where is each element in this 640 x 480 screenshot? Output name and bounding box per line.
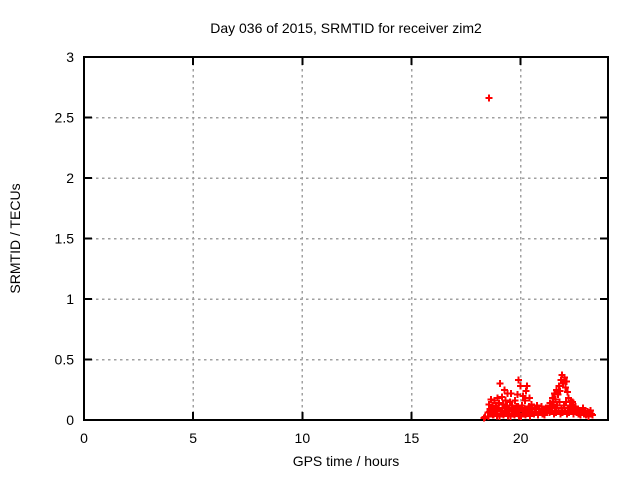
data-point <box>507 389 515 397</box>
data-point <box>521 397 529 405</box>
data-point <box>495 399 503 407</box>
data-point <box>506 398 514 406</box>
y-tick-label: 2 <box>66 170 74 186</box>
data-point <box>537 403 545 411</box>
data-point <box>511 397 519 405</box>
data-point <box>562 398 570 406</box>
y-tick-label: 2.5 <box>55 110 75 126</box>
data-point <box>555 382 563 390</box>
y-tick-label: 0 <box>66 412 74 428</box>
data-point <box>569 398 577 406</box>
data-point <box>517 382 525 390</box>
y-tick-label: 3 <box>66 49 74 65</box>
y-tick-label: 1 <box>66 291 74 307</box>
data-point <box>571 404 579 412</box>
data-point <box>566 401 574 409</box>
chart-title: Day 036 of 2015, SRMTID for receiver zim… <box>210 20 482 36</box>
data-point <box>561 383 569 391</box>
data-point <box>522 387 530 395</box>
data-point <box>533 401 541 409</box>
x-tick-label: 20 <box>513 430 529 446</box>
data-point <box>494 394 502 402</box>
data-point <box>519 392 527 400</box>
data-point <box>496 380 504 388</box>
data-point <box>553 401 561 409</box>
data-point <box>560 401 568 409</box>
x-axis-label: GPS time / hours <box>293 453 400 469</box>
data-point <box>498 393 506 401</box>
data-point <box>525 394 533 402</box>
data-point <box>526 412 534 420</box>
y-tick-label: 1.5 <box>55 231 75 247</box>
x-tick-label: 5 <box>189 430 197 446</box>
data-point <box>514 376 522 384</box>
data-point <box>501 397 509 405</box>
data-point <box>588 410 596 418</box>
x-tick-label: 10 <box>295 430 311 446</box>
outlier-point <box>485 94 493 102</box>
data-point <box>549 398 557 406</box>
data-point <box>564 388 572 396</box>
y-axis-label: SRMTID / TECUs <box>7 183 23 293</box>
data-point <box>554 391 562 399</box>
data-point <box>523 382 531 390</box>
x-tick-label: 0 <box>80 430 88 446</box>
data-point <box>563 377 571 385</box>
data-point <box>500 386 508 394</box>
data-point <box>527 405 535 413</box>
y-tick-label: 0.5 <box>55 352 75 368</box>
data-point <box>555 398 563 406</box>
data-point <box>587 406 595 414</box>
data-point <box>513 391 521 399</box>
data-point <box>589 411 597 419</box>
x-tick-label: 15 <box>404 430 420 446</box>
data-point <box>547 401 555 409</box>
data-point <box>556 387 564 395</box>
data-point <box>570 410 578 418</box>
data-point <box>560 374 568 382</box>
